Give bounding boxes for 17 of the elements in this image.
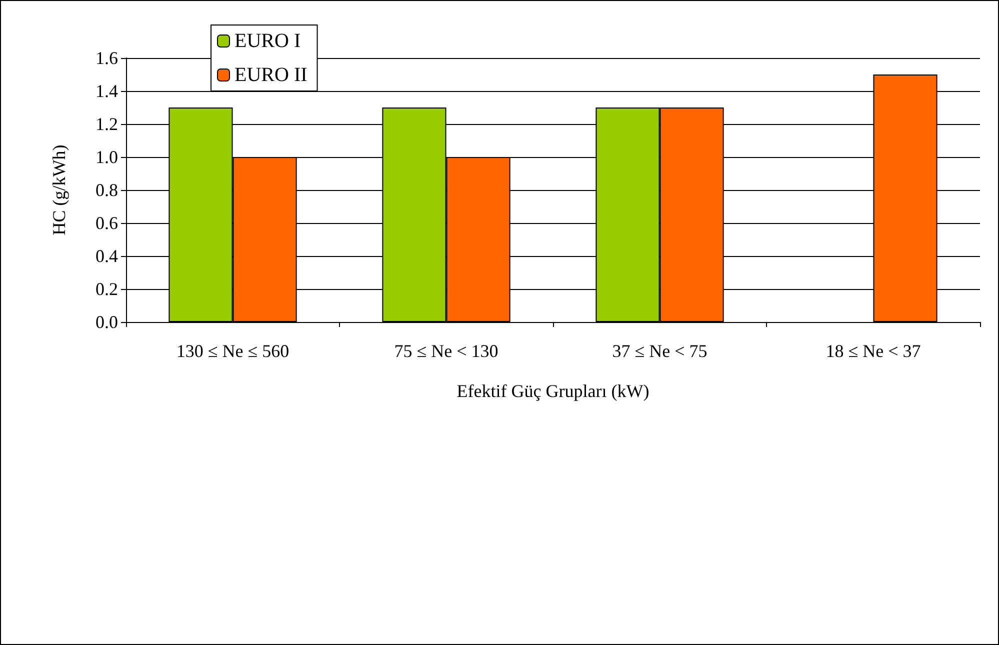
y-tick-label: 0.2 — [96, 279, 118, 299]
y-tick-label: 1.6 — [96, 48, 118, 68]
x-axis-title: Efektif Güç Grupları (kW) — [456, 381, 650, 401]
x-tick-label: 37 ≤ Ne < 75 — [612, 341, 708, 361]
y-tick-label: 0.6 — [96, 213, 118, 233]
x-tick-label: 130 ≤ Ne ≤ 560 — [176, 341, 290, 361]
legend-label: EURO I — [234, 30, 301, 52]
y-tick-label: 1.0 — [96, 147, 118, 167]
y-tick-label: 0.8 — [96, 180, 118, 200]
x-tick-label: 75 ≤ Ne < 130 — [394, 341, 498, 361]
y-axis-title: HC (g/kWh) — [49, 144, 69, 236]
y-tick-label: 1.2 — [96, 114, 118, 134]
legend-label: EURO II — [234, 64, 308, 86]
x-tick-label: 18 ≤ Ne < 37 — [826, 341, 921, 361]
y-tick-label: 0.4 — [96, 246, 118, 266]
y-tick-label: 0.0 — [96, 312, 118, 332]
y-tick-label: 1.4 — [96, 81, 118, 101]
